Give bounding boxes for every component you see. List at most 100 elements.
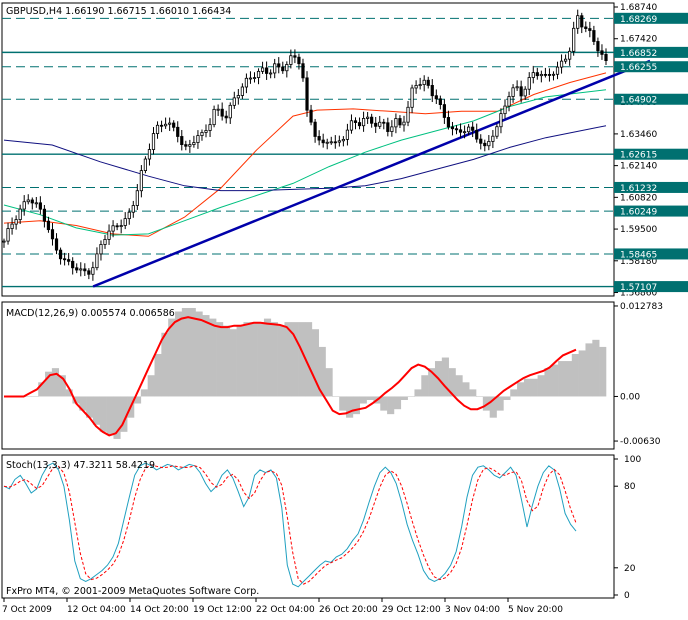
macd-histogram-bar bbox=[92, 396, 101, 425]
price-tick-label: 1.67420 bbox=[620, 35, 657, 45]
time-axis-label: 7 Oct 2009 bbox=[2, 605, 52, 615]
macd-histogram-bar bbox=[448, 368, 456, 397]
candle-body bbox=[30, 199, 34, 204]
macd-histogram-bar bbox=[400, 396, 408, 400]
macd-tick-label: -0.00630 bbox=[620, 437, 661, 447]
macd-tick-label: 0.012783 bbox=[620, 302, 663, 312]
price-tick-label: 1.62140 bbox=[620, 162, 657, 172]
candle-body bbox=[135, 190, 139, 206]
stoch-panel-frame bbox=[1, 454, 615, 599]
candle-body bbox=[414, 85, 418, 89]
candle-body bbox=[244, 77, 249, 88]
candle-body bbox=[366, 116, 370, 119]
time-axis-label: 29 Oct 12:00 bbox=[382, 605, 441, 615]
candle-body bbox=[555, 66, 560, 75]
candle-body bbox=[208, 124, 212, 131]
candle-body bbox=[458, 129, 463, 133]
moving-average-line bbox=[3, 125, 607, 192]
macd-histogram-bar bbox=[325, 368, 333, 397]
macd-histogram-bar bbox=[530, 378, 538, 397]
stoch-main-line bbox=[3, 462, 577, 588]
time-axis: 7 Oct 2009 12 Oct 04:00 14 Oct 20:00 19 Oct… bbox=[2, 598, 563, 615]
candle-body bbox=[6, 228, 10, 242]
macd-histogram-bar bbox=[544, 368, 552, 397]
macd-signal-line bbox=[4, 316, 577, 437]
candle-body bbox=[321, 139, 325, 144]
candle-body bbox=[155, 124, 160, 134]
moving-average-line bbox=[3, 89, 607, 236]
candle-body bbox=[265, 67, 269, 74]
macd-title: MACD(12,26,9) 0.005574 0.006586 bbox=[6, 308, 175, 319]
macd-histogram-bar bbox=[592, 339, 600, 397]
macd-histogram-bar bbox=[387, 396, 395, 415]
macd-histogram-bar bbox=[503, 396, 511, 400]
macd-histogram-bar bbox=[257, 322, 265, 397]
candle-body bbox=[588, 28, 592, 31]
candle-body bbox=[34, 202, 38, 205]
candle-body bbox=[297, 56, 301, 65]
candle-body bbox=[256, 70, 261, 78]
stoch-panel: 100 80 20 0 bbox=[3, 455, 641, 601]
candle-body bbox=[325, 141, 329, 144]
candle-body bbox=[252, 77, 257, 79]
macd-histogram-bar bbox=[298, 322, 306, 397]
macd-histogram-bar bbox=[585, 343, 593, 397]
candle-body bbox=[563, 58, 568, 62]
candle-body bbox=[26, 199, 30, 203]
candle-body bbox=[107, 230, 111, 240]
candle-body bbox=[535, 72, 539, 77]
macd-histogram-bar bbox=[216, 322, 224, 397]
candle-body bbox=[240, 86, 244, 96]
candle-body bbox=[539, 73, 543, 77]
macd-histogram-bar bbox=[65, 389, 73, 397]
candle-body bbox=[172, 122, 176, 128]
time-axis-label: 26 Oct 20:00 bbox=[319, 605, 378, 615]
candle-body bbox=[382, 121, 386, 124]
macd-histogram-bar bbox=[407, 396, 415, 397]
candle-body bbox=[329, 141, 333, 144]
price-level-label-bg bbox=[614, 12, 688, 24]
price-tick-label: 1.59500 bbox=[620, 225, 657, 235]
price-tick-label: 1.63460 bbox=[620, 130, 657, 140]
price-level-label-bg bbox=[614, 281, 688, 293]
stoch-signal-line bbox=[3, 464, 577, 585]
candle-body bbox=[103, 239, 107, 245]
macd-histogram-bar bbox=[113, 396, 121, 439]
candle-body bbox=[54, 238, 59, 251]
candle-body bbox=[71, 260, 75, 269]
candle-body bbox=[402, 121, 406, 126]
candle-body bbox=[151, 133, 156, 150]
candle-body bbox=[131, 205, 135, 213]
macd-histogram-bar bbox=[311, 329, 319, 397]
candle-body bbox=[139, 170, 143, 192]
candle-body bbox=[204, 130, 208, 133]
candle-body bbox=[503, 105, 507, 115]
candle-body bbox=[220, 108, 224, 117]
candle-body bbox=[293, 55, 297, 58]
candle-body bbox=[584, 26, 588, 29]
candle-body bbox=[38, 202, 42, 210]
candle-body bbox=[454, 128, 459, 131]
trendline bbox=[92, 59, 651, 288]
candle-body bbox=[196, 135, 200, 143]
candle-body bbox=[438, 98, 442, 105]
macd-histogram-bar bbox=[188, 307, 196, 397]
time-axis-label: 22 Oct 04:00 bbox=[256, 605, 315, 615]
price-level-label-bg bbox=[614, 205, 688, 217]
macd-histogram-bar bbox=[195, 311, 203, 397]
macd-histogram-bar bbox=[421, 375, 429, 397]
macd-panel: 0.012783 0.00 -0.00630 bbox=[4, 302, 663, 447]
macd-histogram-bar bbox=[393, 396, 402, 410]
candle-body bbox=[147, 149, 152, 160]
candle-body bbox=[50, 229, 55, 240]
price-level-label: 1.66255 bbox=[620, 63, 657, 73]
price-level-label: 1.60249 bbox=[620, 208, 657, 218]
macd-histogram-bar bbox=[229, 329, 237, 397]
macd-histogram-bar bbox=[469, 389, 477, 397]
candle-body bbox=[176, 126, 180, 137]
macd-histogram-bar bbox=[599, 346, 607, 397]
candle-body bbox=[164, 123, 168, 127]
candle-body bbox=[224, 115, 228, 119]
price-level-label: 1.64902 bbox=[620, 96, 657, 106]
